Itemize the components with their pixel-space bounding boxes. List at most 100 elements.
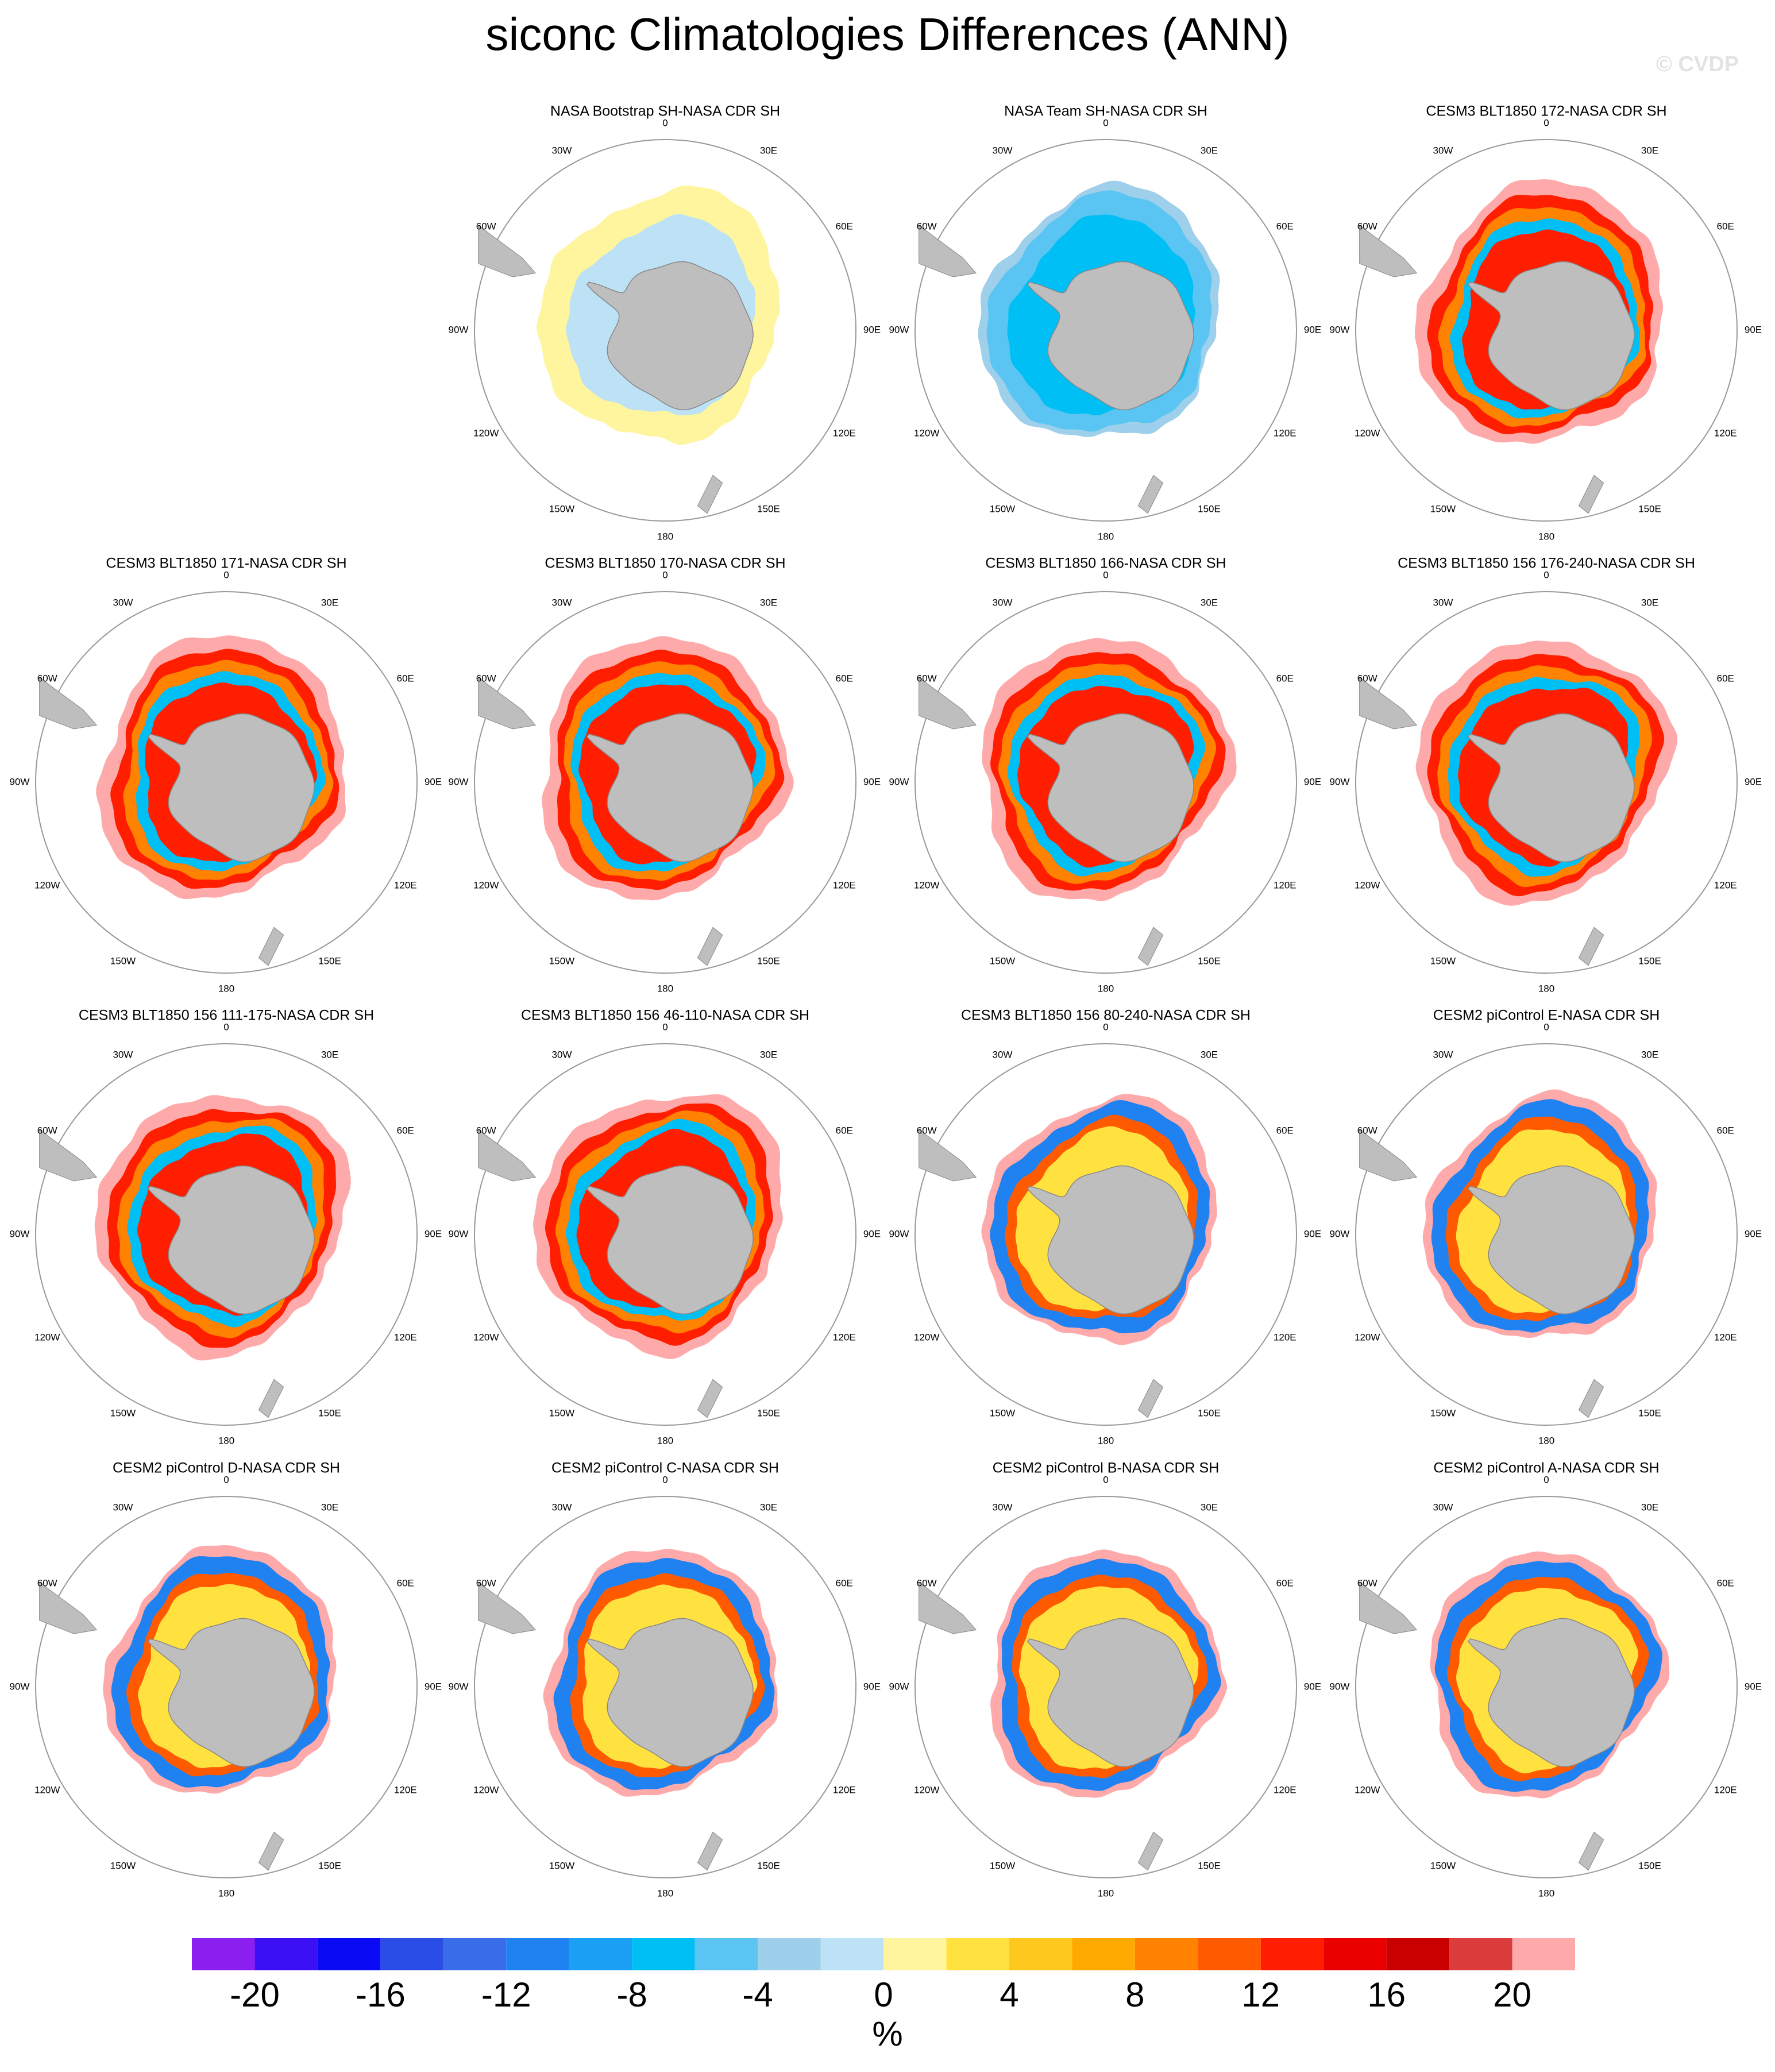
longitude-label: 30W: [993, 145, 1013, 156]
longitude-label: 90E: [1304, 1681, 1321, 1692]
colorbar-box: [443, 1938, 507, 1970]
longitude-label: 0: [1544, 1474, 1549, 1485]
map-boundary: [474, 591, 856, 974]
longitude-label: 120E: [1714, 1332, 1737, 1342]
panel-title: CESM2 piControl C-NASA CDR SH: [551, 1460, 779, 1476]
longitude-label: 0: [1544, 569, 1549, 580]
longitude-label: 60E: [1717, 1125, 1734, 1136]
longitude-label: 180: [657, 1435, 673, 1446]
map-boundary: [35, 591, 418, 974]
new-zealand: [697, 474, 723, 514]
colorbar-box: [946, 1938, 1009, 1970]
new-zealand: [1137, 1379, 1164, 1418]
longitude-label: 30W: [113, 1502, 133, 1513]
panel-title: CESM3 BLT1850 170-NASA CDR SH: [545, 555, 785, 572]
map-boundary: [35, 1496, 418, 1878]
map-panel: CESM2 piControl B-NASA CDR SH0 30E 60E 90E 1…: [889, 1460, 1322, 1899]
longitude-label: 0: [223, 1474, 229, 1485]
colorbar-tick-label: 16: [1367, 1975, 1406, 2014]
map-panel: CESM2 piControl E-NASA CDR SH0 30E 60E 90E 1…: [1330, 1008, 1762, 1446]
longitude-label: 150W: [990, 955, 1015, 966]
antarctica: [147, 713, 315, 863]
longitude-label: 30E: [1201, 145, 1218, 156]
longitude-label: 60W: [917, 1577, 937, 1588]
panel-title: CESM3 BLT1850 156 46-110-NASA CDR SH: [521, 1008, 809, 1024]
longitude-label: 120E: [833, 1784, 856, 1795]
south-america: [919, 677, 977, 730]
colorbar-box: [1135, 1938, 1198, 1970]
longitude-label: 90E: [863, 324, 881, 335]
colorbar-box: [632, 1938, 695, 1970]
map-boundary: [35, 1043, 418, 1426]
antarctica: [586, 1618, 754, 1768]
longitude-label: 120E: [1714, 1784, 1737, 1795]
longitude-label: 90E: [1745, 776, 1762, 787]
map-panel: CESM3 BLT1850 156 111-175-NASA CDR SH0 30…: [10, 1008, 442, 1446]
longitude-label: 0: [223, 569, 229, 580]
longitude-label: 0: [662, 1474, 667, 1485]
map-panel: CESM3 BLT1850 166-NASA CDR SH0 30E 60E 90E 1…: [889, 555, 1322, 994]
longitude-label: 60W: [476, 1577, 496, 1588]
longitude-label: 120E: [1274, 1784, 1296, 1795]
panel-title: CESM2 piControl B-NASA CDR SH: [993, 1460, 1220, 1476]
south-america: [919, 1581, 977, 1634]
longitude-label: 60W: [1357, 1125, 1377, 1136]
colorbar-tick-label: 0: [874, 1975, 893, 2014]
longitude-label: 150E: [1198, 503, 1221, 514]
longitude-label: 120W: [473, 1784, 499, 1795]
longitude-label: 30E: [1201, 1049, 1218, 1060]
longitude-label: 0: [1103, 569, 1108, 580]
longitude-label: 120W: [914, 1332, 939, 1342]
south-america: [39, 677, 98, 730]
longitude-label: 30W: [993, 597, 1013, 608]
longitude-label: 30W: [993, 1049, 1013, 1060]
map-boundary: [474, 139, 856, 522]
longitude-label: 120W: [1355, 1784, 1380, 1795]
longitude-label: 120E: [394, 1784, 417, 1795]
map-panel: CESM2 piControl D-NASA CDR SH0 30E 60E 90E 1…: [10, 1460, 442, 1899]
longitude-label: 30E: [1641, 1049, 1658, 1060]
map-panel: CESM3 BLT1850 156 80-240-NASA CDR SH0 30E…: [889, 1008, 1322, 1446]
map-boundary: [1355, 591, 1738, 974]
longitude-label: 30W: [552, 1502, 572, 1513]
longitude-label: 150W: [110, 955, 136, 966]
longitude-label: 30W: [1433, 597, 1453, 608]
south-america: [478, 677, 537, 730]
longitude-label: 180: [218, 1888, 234, 1899]
longitude-label: 120W: [1355, 879, 1380, 890]
longitude-label: 60W: [1357, 673, 1377, 684]
map-panel: CESM3 BLT1850 156 176-240-NASA CDR SH0 30…: [1330, 555, 1762, 994]
longitude-label: 90E: [1304, 1228, 1321, 1239]
map-boundary: [474, 1043, 856, 1426]
colorbar-box: [820, 1938, 883, 1970]
new-zealand: [1137, 474, 1164, 514]
map-boundary: [1355, 139, 1738, 522]
colorbar-box: [758, 1938, 821, 1970]
longitude-label: 60E: [397, 673, 414, 684]
map-panel: CESM2 piControl C-NASA CDR SH0 30E 60E 90E 1…: [449, 1460, 881, 1899]
longitude-label: 0: [662, 569, 667, 580]
map-boundary: [914, 1496, 1297, 1878]
antarctica: [1027, 1165, 1194, 1315]
longitude-label: 150W: [549, 1860, 574, 1871]
longitude-label: 150W: [1430, 1860, 1456, 1871]
longitude-label: 30W: [1433, 145, 1453, 156]
new-zealand: [1137, 927, 1164, 966]
colorbar-box: [254, 1938, 318, 1970]
antarctica: [1027, 713, 1194, 863]
longitude-label: 150W: [110, 1407, 136, 1418]
longitude-label: 0: [1544, 117, 1549, 128]
longitude-label: 90E: [425, 776, 442, 787]
longitude-label: 90W: [1330, 776, 1350, 787]
panel-title: CESM3 BLT1850 156 111-175-NASA CDR SH: [79, 1008, 374, 1024]
longitude-label: 180: [657, 531, 673, 542]
map-boundary: [1355, 1043, 1738, 1426]
longitude-label: 90W: [1330, 324, 1350, 335]
longitude-label: 90E: [1745, 324, 1762, 335]
south-america: [919, 1129, 977, 1182]
longitude-label: 30E: [760, 1049, 777, 1060]
longitude-label: 30E: [321, 1049, 338, 1060]
colorbar-box: [1323, 1938, 1387, 1970]
watermark: © CVDP: [1656, 52, 1739, 76]
